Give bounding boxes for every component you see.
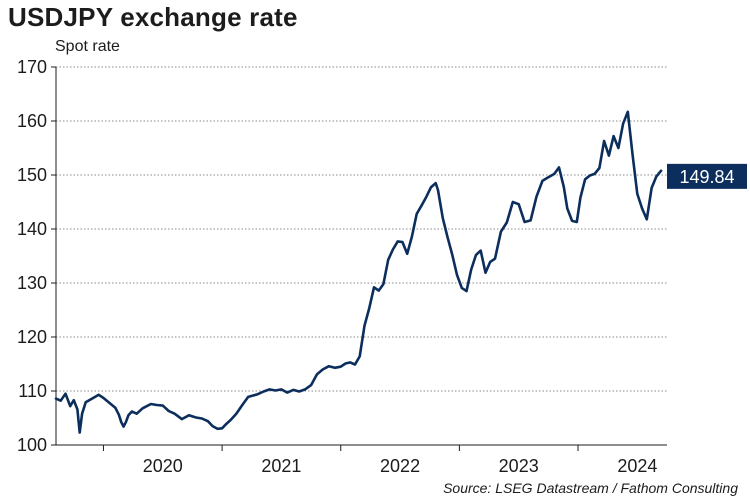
chart-subtitle: Spot rate (55, 38, 120, 55)
last-value-label: 149.84 (679, 167, 734, 187)
x-axis-ticks: 2020 2021 2022 2023 2024 (102, 445, 657, 476)
y-tick-label: 100 (17, 435, 47, 455)
y-tick-label: 130 (17, 273, 47, 293)
chart-title: USDJPY exchange rate (8, 2, 298, 32)
x-tick-label: 2021 (261, 456, 301, 476)
y-tick-label: 170 (17, 57, 47, 77)
source-note: Source: LSEG Datastream / Fathom Consult… (443, 480, 738, 496)
x-tick-label: 2024 (617, 456, 657, 476)
y-tick-label: 140 (17, 219, 47, 239)
y-tick-label: 110 (18, 381, 47, 401)
last-value-label-box (667, 163, 747, 189)
x-tick-label: 2023 (499, 456, 539, 476)
y-tick-label: 150 (17, 165, 47, 185)
series-layer (54, 110, 663, 434)
y-tick-label: 120 (17, 327, 47, 347)
y-tick-label: 160 (17, 111, 47, 131)
x-tick-label: 2022 (380, 456, 420, 476)
series-line-usdjpy (54, 110, 663, 434)
axes (55, 67, 667, 446)
x-tick-label: 2020 (143, 456, 183, 476)
last-value-label-group: 149.84 (667, 163, 747, 189)
y-axis-ticks: 100 110 120 130 140 150 160 170 (17, 57, 56, 455)
